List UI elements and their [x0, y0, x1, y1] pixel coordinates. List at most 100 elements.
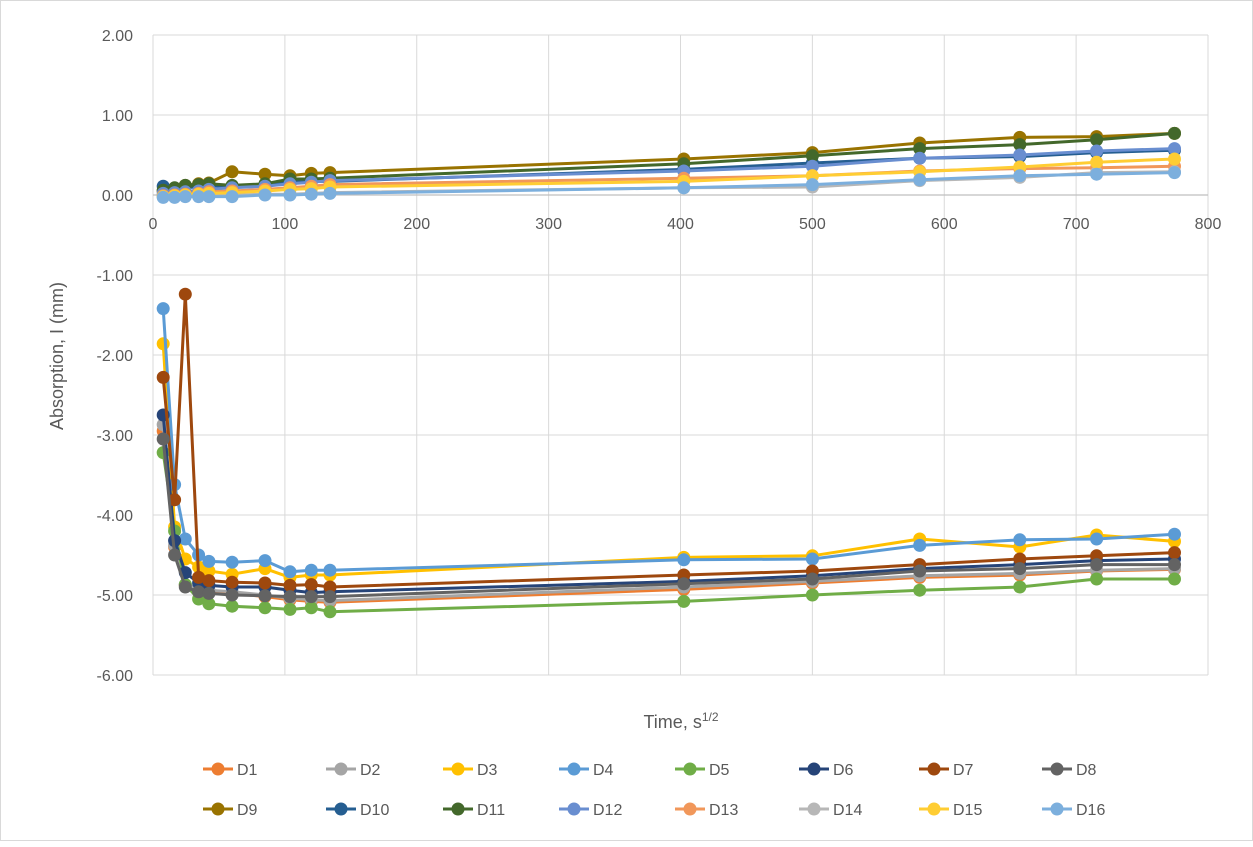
- legend-marker: [211, 762, 225, 776]
- data-point-D4: [913, 538, 927, 552]
- series-line-D15: [163, 157, 1175, 199]
- legend-entry-D8: D8: [1042, 762, 1097, 779]
- legend-marker: [1050, 762, 1064, 776]
- data-point-D8: [304, 590, 318, 604]
- series-D8: [156, 432, 1181, 604]
- x-tick-label: 0: [149, 216, 158, 233]
- legend-label: D16: [1076, 802, 1105, 819]
- x-tick-label: 700: [1063, 216, 1090, 233]
- legend-entry-D15: D15: [919, 802, 982, 819]
- series-line-D4: [161, 308, 1175, 574]
- legend-entry-D12: D12: [559, 802, 622, 819]
- legend-entry-D7: D7: [919, 762, 974, 779]
- data-point-D16: [1168, 166, 1181, 180]
- data-point-D4: [225, 555, 239, 569]
- legend-marker: [334, 802, 348, 816]
- data-point-D11: [1168, 126, 1181, 140]
- data-point-D8: [168, 548, 182, 562]
- legend-label: D2: [360, 762, 381, 779]
- data-point-D5: [304, 601, 318, 615]
- y-tick-label: 2.00: [102, 28, 133, 45]
- data-point-D4: [178, 532, 192, 546]
- legend-entry-D16: D16: [1042, 802, 1105, 819]
- data-point-D16: [258, 188, 272, 202]
- data-point-D7: [178, 287, 192, 301]
- legend-entry-D10: D10: [326, 802, 389, 819]
- data-point-D7: [192, 570, 206, 584]
- legend: D1 D2 D3 D4 D5 D6 D7 D8 D9 D10 D11 D12 D13 D14 D15 D16: [203, 762, 1105, 819]
- legend-entry-D5: D5: [675, 762, 730, 779]
- y-tick-label: -4.00: [97, 508, 134, 525]
- x-axis-title-superscript: 1/2: [702, 710, 719, 724]
- data-point-D11: [805, 149, 819, 163]
- data-point-D16: [192, 190, 206, 204]
- data-point-D5: [913, 583, 927, 597]
- data-point-D12: [913, 151, 927, 165]
- data-point-D8: [913, 564, 927, 578]
- data-point-D16: [304, 187, 318, 201]
- data-point-D16: [1013, 169, 1027, 183]
- data-point-D4: [1090, 532, 1104, 546]
- data-point-D5: [283, 602, 297, 616]
- data-point-D7: [258, 576, 272, 590]
- legend-label: D1: [237, 762, 258, 779]
- series-line-D16: [163, 171, 1175, 199]
- data-point-D8: [202, 586, 216, 600]
- legend-label: D11: [477, 802, 505, 819]
- series-line-D12: [163, 147, 1175, 195]
- data-point-D3: [156, 337, 170, 351]
- data-point-D16: [168, 190, 182, 204]
- legend-marker: [807, 802, 821, 816]
- series-D5: [156, 446, 1181, 619]
- legend-entry-D11: D11: [443, 802, 505, 819]
- data-point-D5: [258, 601, 272, 615]
- data-point-D4: [1013, 533, 1027, 547]
- legend-marker: [1050, 802, 1064, 816]
- y-tick-label: -1.00: [97, 268, 134, 285]
- tick-labels: 0 100 200 300 400 500 600 700 800 2.00 1.00 0.00 -1.…: [97, 28, 1222, 685]
- data-point-D5: [677, 594, 691, 608]
- x-tick-label: 800: [1195, 216, 1222, 233]
- y-tick-label: -2.00: [97, 348, 134, 365]
- data-point-D4: [805, 552, 819, 566]
- data-point-D8: [323, 590, 337, 604]
- legend-entry-D3: D3: [443, 762, 498, 779]
- y-tick-label: -5.00: [97, 588, 134, 605]
- data-point-D8: [178, 580, 192, 594]
- data-point-D8: [283, 590, 297, 604]
- data-point-D4: [258, 554, 272, 568]
- data-point-D16: [805, 178, 819, 192]
- legend-marker: [567, 802, 581, 816]
- legend-label: D14: [833, 802, 862, 819]
- data-point-D16: [323, 186, 337, 200]
- data-point-D8: [1013, 562, 1027, 576]
- data-point-D16: [1090, 167, 1104, 181]
- legend-marker: [927, 762, 941, 776]
- legend-marker: [334, 762, 348, 776]
- data-point-D9: [225, 165, 239, 179]
- y-axis-title: Absorption, I (mm): [47, 282, 67, 430]
- data-point-D5: [323, 605, 337, 619]
- data-point-D7: [202, 574, 216, 588]
- data-point-D8: [1168, 558, 1181, 572]
- data-point-D16: [178, 190, 192, 204]
- data-point-D11: [913, 142, 927, 156]
- legend-marker: [683, 802, 697, 816]
- data-point-D15: [1090, 155, 1104, 169]
- data-point-D7: [323, 580, 337, 594]
- y-tick-label: 1.00: [102, 108, 133, 125]
- x-tick-label: 400: [667, 216, 694, 233]
- series-line-D7: [161, 292, 1175, 589]
- data-point-D12: [1168, 142, 1181, 156]
- data-point-D8: [677, 577, 691, 591]
- series-line-D11: [162, 131, 1175, 192]
- x-tick-label: 300: [535, 216, 562, 233]
- data-point-D12: [1013, 148, 1027, 162]
- data-point-D7: [168, 493, 182, 507]
- data-point-D7: [1013, 552, 1027, 566]
- legend-marker: [451, 802, 465, 816]
- data-point-D16: [913, 173, 927, 187]
- y-tick-label: 0.00: [102, 188, 133, 205]
- series-line-D8: [161, 438, 1175, 599]
